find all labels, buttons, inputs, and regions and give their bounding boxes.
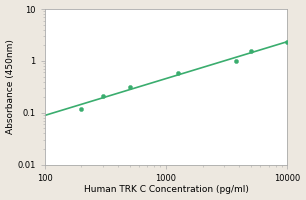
X-axis label: Human TRK C Concentration (pg/ml): Human TRK C Concentration (pg/ml) <box>84 185 248 194</box>
Y-axis label: Absorbance (450nm): Absorbance (450nm) <box>6 39 15 134</box>
